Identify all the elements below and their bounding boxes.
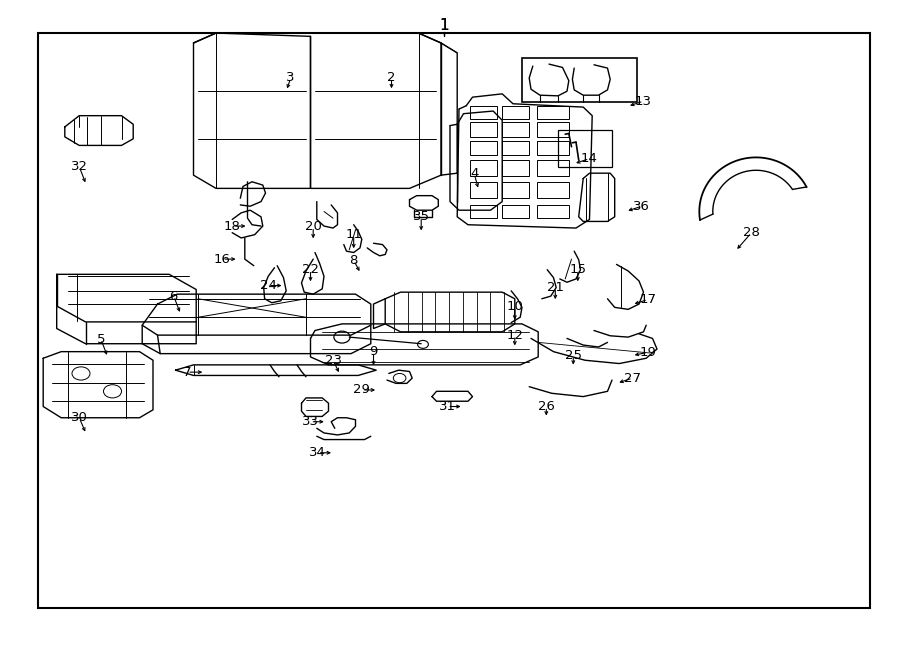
Text: 18: 18 xyxy=(224,219,240,233)
Bar xyxy=(502,106,529,119)
Bar xyxy=(537,182,569,198)
Text: 33: 33 xyxy=(302,415,319,428)
Bar xyxy=(522,58,637,102)
Text: 1: 1 xyxy=(439,18,448,32)
Bar xyxy=(537,122,569,137)
Text: 25: 25 xyxy=(565,349,581,362)
Text: 16: 16 xyxy=(214,253,230,266)
Text: 1: 1 xyxy=(439,18,448,32)
Text: 26: 26 xyxy=(538,400,554,413)
Bar xyxy=(537,141,569,155)
Text: 30: 30 xyxy=(71,411,87,424)
Bar xyxy=(537,205,569,218)
Bar xyxy=(502,205,529,218)
Bar xyxy=(38,33,870,608)
Text: 29: 29 xyxy=(354,383,370,397)
Text: 19: 19 xyxy=(640,346,656,359)
Text: 36: 36 xyxy=(634,200,650,213)
Bar xyxy=(470,122,497,137)
Bar xyxy=(502,141,529,155)
Text: 24: 24 xyxy=(260,279,276,292)
Bar xyxy=(558,130,612,167)
Text: 11: 11 xyxy=(346,228,362,241)
Text: 4: 4 xyxy=(470,167,479,180)
Text: 3: 3 xyxy=(286,71,295,85)
Bar xyxy=(537,160,569,176)
Text: 13: 13 xyxy=(635,95,652,108)
Text: 21: 21 xyxy=(547,281,563,294)
Text: 34: 34 xyxy=(310,446,326,459)
Text: 5: 5 xyxy=(96,332,105,346)
Text: 27: 27 xyxy=(625,371,641,385)
Text: 23: 23 xyxy=(325,354,341,367)
Text: 28: 28 xyxy=(743,226,760,239)
Bar xyxy=(537,106,569,119)
Bar xyxy=(502,160,529,176)
Text: 32: 32 xyxy=(71,160,87,173)
Bar xyxy=(470,182,497,198)
Text: 17: 17 xyxy=(640,293,656,306)
Text: 10: 10 xyxy=(507,299,523,313)
Bar xyxy=(470,160,497,176)
Text: 22: 22 xyxy=(302,263,319,276)
Text: 7: 7 xyxy=(183,366,192,379)
Text: 12: 12 xyxy=(507,329,523,342)
Bar xyxy=(502,122,529,137)
Text: 15: 15 xyxy=(570,263,586,276)
Bar xyxy=(470,106,497,119)
Text: 9: 9 xyxy=(369,345,378,358)
Text: 8: 8 xyxy=(349,254,358,267)
Bar xyxy=(470,205,497,218)
Text: 20: 20 xyxy=(305,220,321,233)
Text: 2: 2 xyxy=(387,71,396,85)
Bar xyxy=(502,182,529,198)
Bar xyxy=(470,141,497,155)
Text: 6: 6 xyxy=(169,290,178,303)
Text: 35: 35 xyxy=(413,210,429,223)
Text: 14: 14 xyxy=(581,152,598,165)
Text: 31: 31 xyxy=(439,400,455,413)
